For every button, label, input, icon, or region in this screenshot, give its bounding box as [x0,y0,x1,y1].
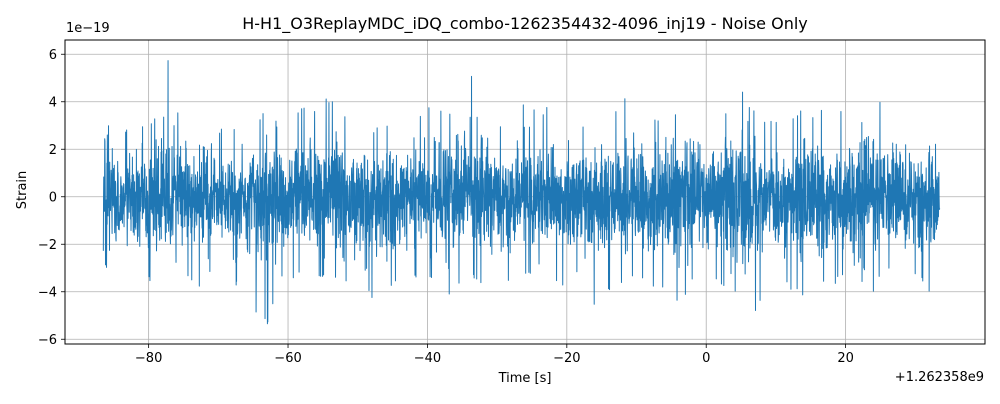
y-tick-label: −2 [38,238,57,253]
x-tick-label: 0 [702,351,710,366]
y-tick-label: 2 [49,143,57,158]
x-tick-label: 20 [837,351,854,366]
x-offset-label: +1.262358e9 [895,370,984,385]
x-axis-label: Time [s] [498,371,552,386]
axes-frame [64,39,986,345]
x-tick-label: −60 [274,351,301,366]
y-tick-label: −4 [38,285,57,300]
y-tick-label: 0 [49,190,57,205]
plot-area [102,60,941,325]
y-tick-label: 6 [49,48,57,63]
y-tick-label: −6 [38,333,57,348]
x-tick-label: −40 [414,351,441,366]
y-axis-label: Strain [15,171,30,210]
y-scale-label: 1e−19 [66,21,110,36]
chart-title: H-H1_O3ReplayMDC_iDQ_combo-1262354432-40… [242,14,808,34]
y-tick-label: 4 [49,95,57,110]
x-tick-label: −80 [135,351,162,366]
x-tick-label: −20 [553,351,580,366]
strain-series-line [102,60,941,325]
